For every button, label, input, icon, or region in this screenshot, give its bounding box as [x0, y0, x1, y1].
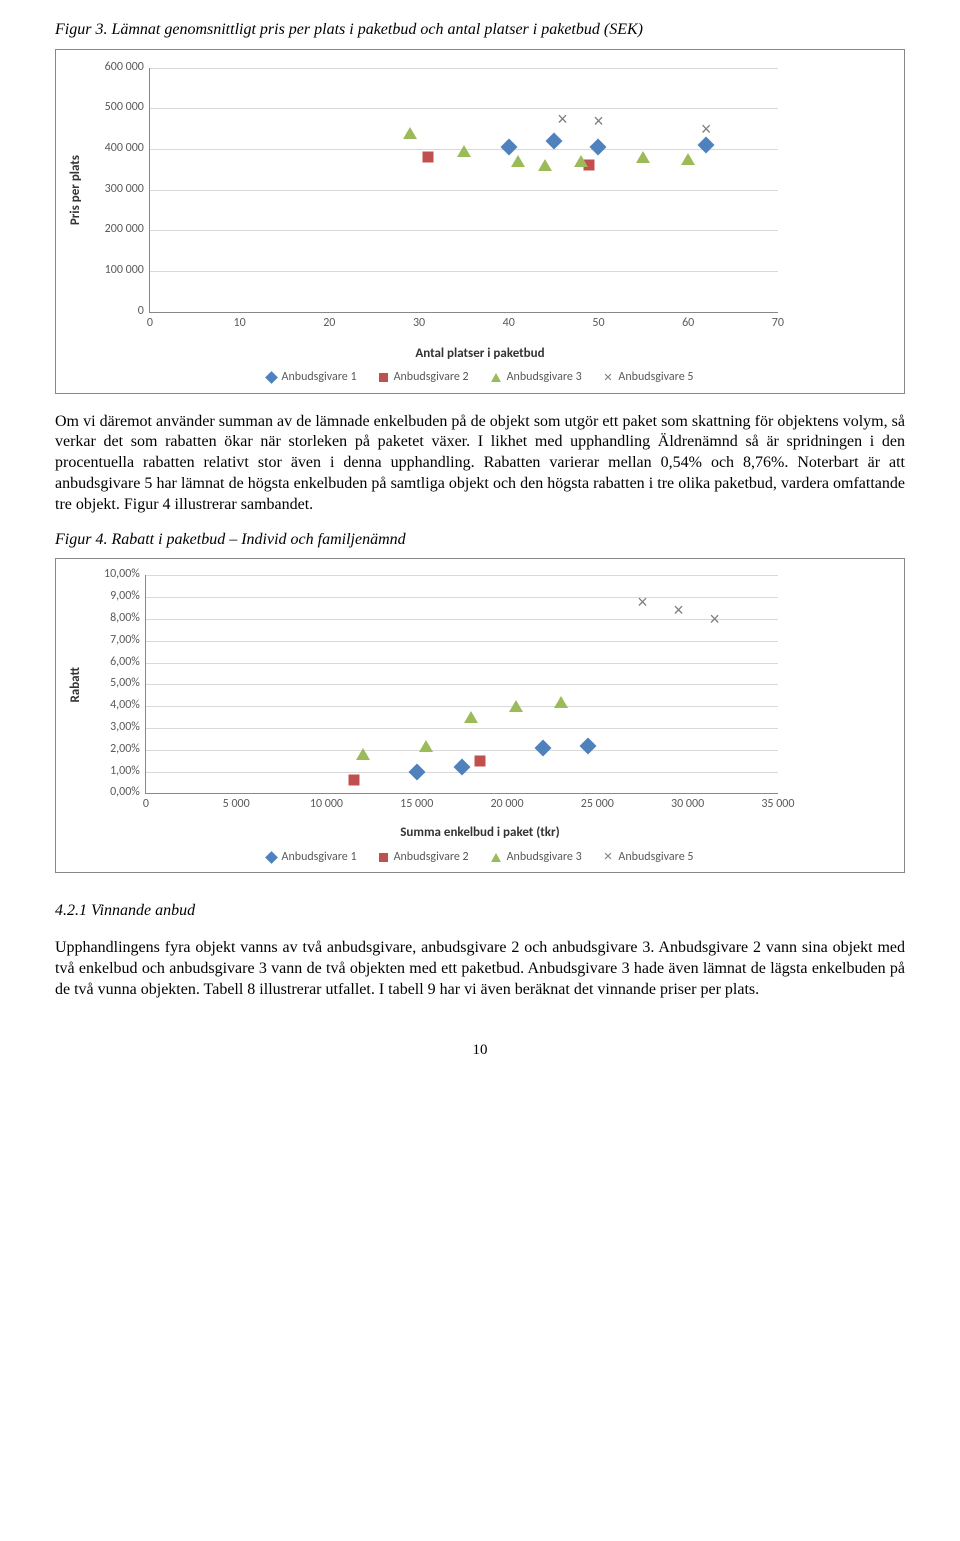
- fig3-chart: Pris per plats 0 100 000 200 000 300 000 400…: [55, 49, 905, 394]
- legend-item: ×Anbudsgivare 5: [604, 369, 694, 387]
- data-point: [535, 739, 552, 756]
- legend-item: Anbudsgivare 2: [379, 848, 469, 866]
- data-point: [574, 155, 588, 167]
- fig3-ylabel: Pris per plats: [66, 155, 85, 225]
- data-point: [474, 755, 485, 766]
- xtick-label: 30 000: [671, 793, 704, 813]
- ytick-label: 10,00%: [104, 568, 146, 584]
- ytick-label: 300 000: [105, 182, 150, 198]
- data-point: [554, 696, 568, 708]
- data-point: [408, 763, 425, 780]
- ytick-label: 400 000: [105, 141, 150, 157]
- ytick-label: 2,00%: [110, 742, 146, 758]
- fig4-ylabel: Rabatt: [66, 667, 85, 703]
- legend-item: Anbudsgivare 1: [267, 369, 357, 387]
- legend-item: Anbudsgivare 1: [267, 848, 357, 866]
- data-point: [348, 775, 359, 786]
- data-point: [580, 737, 597, 754]
- ytick-label: 7,00%: [110, 633, 146, 649]
- ytick-label: 6,00%: [110, 655, 146, 671]
- paragraph-2: Upphandlingens fyra objekt vanns av två …: [55, 938, 905, 1000]
- ytick-label: 1,00%: [110, 764, 146, 780]
- xtick-label: 20: [323, 312, 335, 332]
- data-point: [511, 155, 525, 167]
- xtick-label: 0: [147, 312, 153, 332]
- ytick-label: 500 000: [105, 101, 150, 117]
- xtick-label: 60: [682, 312, 694, 332]
- data-point: ×: [593, 112, 604, 130]
- fig3-legend: Anbudsgivare 1 Anbudsgivare 2 Anbudsgivare…: [66, 369, 894, 389]
- xtick-label: 15 000: [400, 793, 433, 813]
- data-point: [545, 132, 562, 149]
- section-heading: 4.2.1 Vinnande anbud: [55, 901, 905, 922]
- data-point: [590, 139, 607, 156]
- xtick-label: 5 000: [223, 793, 250, 813]
- xtick-label: 10: [234, 312, 246, 332]
- ytick-label: 3,00%: [110, 720, 146, 736]
- data-point: [509, 700, 523, 712]
- xtick-label: 10 000: [310, 793, 343, 813]
- xtick-label: 0: [143, 793, 149, 813]
- data-point: [538, 159, 552, 171]
- ytick-label: 8,00%: [110, 611, 146, 627]
- fig4-plot-area: 0,00% 1,00% 2,00% 3,00% 4,00% 5,00% 6,00% 7,00%…: [85, 569, 894, 799]
- xtick-label: 20 000: [490, 793, 523, 813]
- data-point: ×: [673, 601, 684, 619]
- page-number: 10: [55, 1041, 905, 1061]
- fig4-legend: Anbudsgivare 1 Anbudsgivare 2 Anbudsgivare…: [66, 848, 894, 868]
- data-point: ×: [557, 110, 568, 128]
- fig3-xlabel: Antal platser i paketbud: [66, 346, 894, 363]
- xtick-label: 70: [772, 312, 784, 332]
- xtick-label: 40: [503, 312, 515, 332]
- fig3-plot-area: 0100 000200 000300 000400 000500 000600 …: [85, 60, 894, 320]
- fig3-caption: Figur 3. Lämnat genomsnittligt pris per …: [55, 20, 905, 41]
- xtick-label: 35 000: [761, 793, 794, 813]
- data-point: [356, 748, 370, 760]
- ytick-label: 600 000: [105, 60, 150, 76]
- ytick-label: 5,00%: [110, 677, 146, 693]
- data-point: [453, 759, 470, 776]
- data-point: ×: [709, 610, 720, 628]
- legend-item: Anbudsgivare 3: [491, 848, 582, 866]
- legend-item: Anbudsgivare 3: [491, 369, 582, 387]
- data-point: ×: [701, 120, 712, 138]
- xtick-label: 50: [592, 312, 604, 332]
- legend-item: ×Anbudsgivare 5: [604, 848, 694, 866]
- data-point: [457, 145, 471, 157]
- fig4-chart: Rabatt 0,00% 1,00% 2,00% 3,00% 4,00% 5,00% 6,0…: [55, 558, 905, 873]
- fig4-caption: Figur 4. Rabatt i paketbud – Individ och…: [55, 530, 905, 551]
- data-point: ×: [637, 593, 648, 611]
- data-point: [698, 137, 715, 154]
- data-point: [423, 152, 434, 163]
- ytick-label: 4,00%: [110, 698, 146, 714]
- xtick-label: 25 000: [581, 793, 614, 813]
- xtick-label: 30: [413, 312, 425, 332]
- ytick-label: 100 000: [105, 263, 150, 279]
- fig4-xlabel: Summa enkelbud i paket (tkr): [66, 825, 894, 842]
- data-point: [636, 151, 650, 163]
- data-point: [403, 127, 417, 139]
- data-point: [419, 740, 433, 752]
- ytick-label: 9,00%: [110, 589, 146, 605]
- data-point: [464, 711, 478, 723]
- ytick-label: 0,00%: [110, 786, 146, 802]
- ytick-label: 200 000: [105, 223, 150, 239]
- legend-item: Anbudsgivare 2: [379, 369, 469, 387]
- data-point: [681, 153, 695, 165]
- data-point: [500, 139, 517, 156]
- paragraph-1: Om vi däremot använder summan av de lämn…: [55, 412, 905, 516]
